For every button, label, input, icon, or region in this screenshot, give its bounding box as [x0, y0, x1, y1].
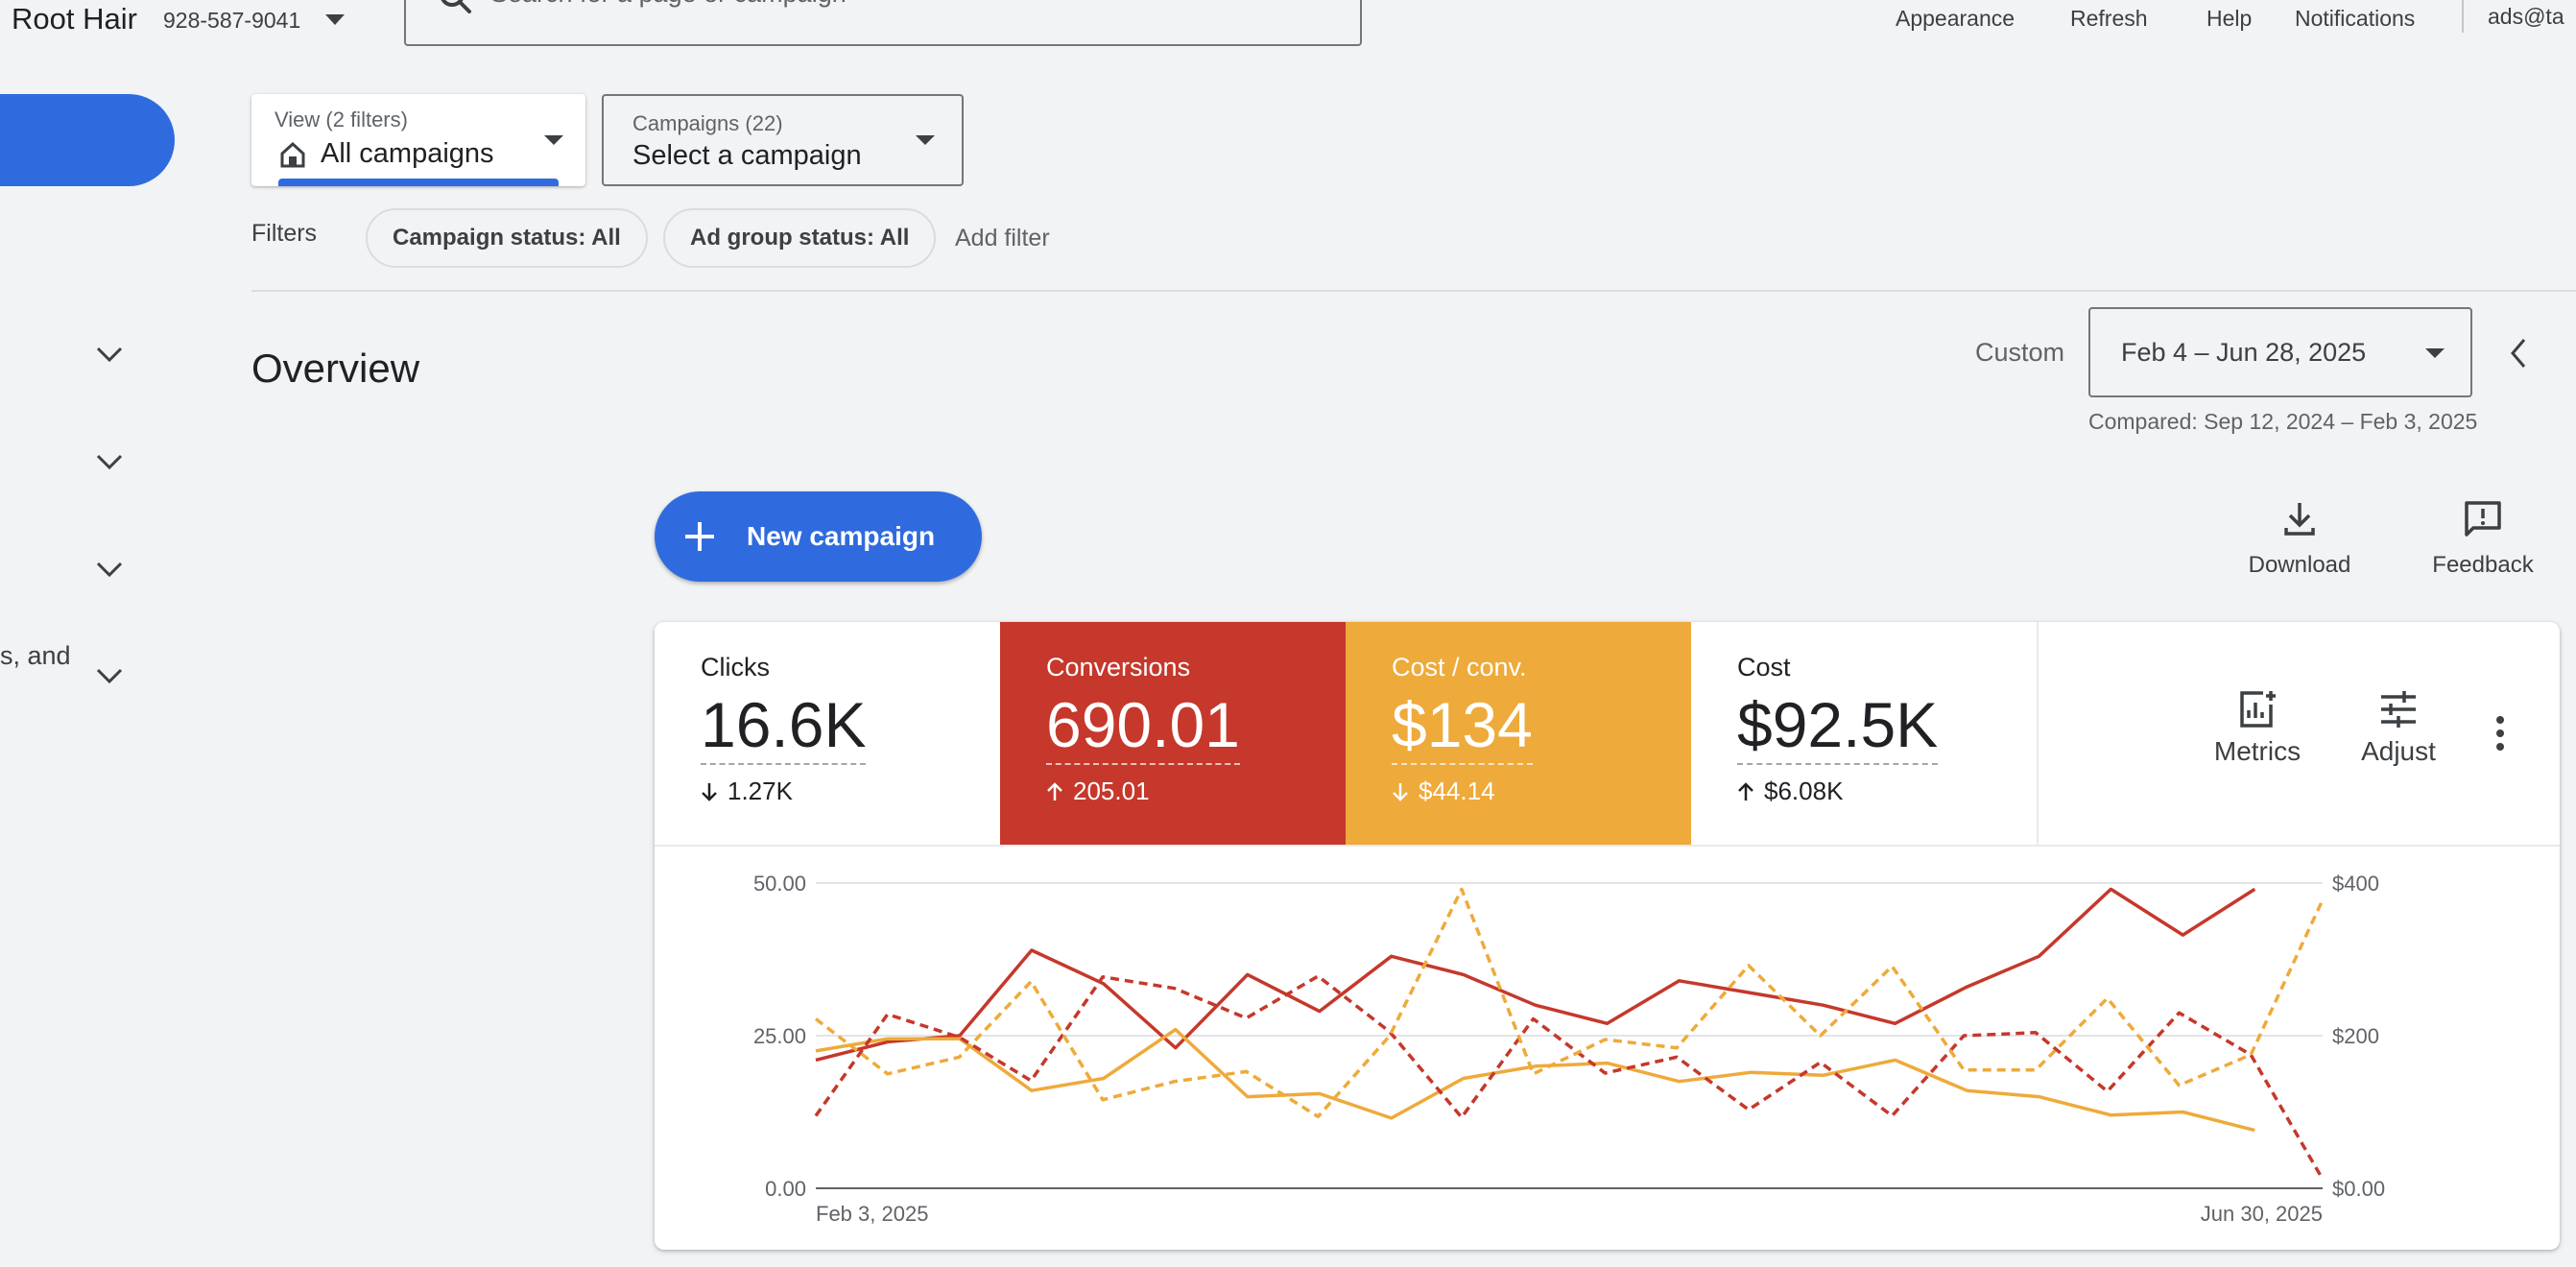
metric-label: Cost / conv. — [1392, 653, 1527, 681]
search-icon — [441, 0, 471, 13]
account-name[interactable]: Root Hair — [12, 2, 137, 36]
arrow-up-icon — [1047, 781, 1062, 801]
metric-tile-cost[interactable]: Cost $92.5K $6.08K — [1691, 622, 2037, 845]
metric-delta-value: 205.01 — [1073, 777, 1150, 805]
x-start-label: Feb 3, 2025 — [816, 1202, 928, 1226]
campaign-select-caption: Campaigns (22) — [632, 111, 783, 135]
y-right-tick-label: $200 — [2332, 1024, 2379, 1048]
chevron-down-icon[interactable] — [95, 346, 124, 363]
performance-card: Clicks 16.6K 1.27K Conversions 690.01 20… — [655, 622, 2560, 1250]
home-icon — [280, 141, 305, 168]
series-line — [815, 1027, 2255, 1133]
x-end-label: Jun 30, 2025 — [2201, 1202, 2323, 1226]
feedback-button[interactable]: Feedback — [2425, 499, 2540, 579]
arrow-up-icon — [1738, 781, 1753, 801]
metric-value: 16.6K — [701, 686, 867, 765]
metric-tile-conversions[interactable]: Conversions 690.01 205.01 — [1000, 622, 1346, 845]
ad-group-status-filter-chip[interactable]: Ad group status: All — [663, 208, 937, 268]
arrow-down-icon — [702, 782, 717, 801]
view-select-caption: View (2 filters) — [274, 108, 408, 131]
metric-value: $92.5K — [1737, 686, 1939, 765]
metrics-divider — [2037, 622, 2039, 845]
account-dropdown-icon[interactable] — [324, 13, 346, 27]
campaign-select[interactable]: Campaigns (22) Select a campaign — [602, 94, 964, 186]
date-range-picker[interactable]: Feb 4 – Jun 28, 2025 — [2088, 307, 2472, 397]
series-line-dashed — [814, 887, 2325, 1119]
series-line-dashed — [814, 974, 2325, 1181]
metric-value: $134 — [1392, 686, 1533, 765]
download-label: Download — [2248, 552, 2351, 578]
metrics-label: Metrics — [2213, 736, 2302, 766]
filters-label: Filters — [251, 220, 318, 247]
series-line — [815, 887, 2256, 1063]
download-icon — [2284, 503, 2315, 536]
view-select-value: All campaigns — [321, 138, 494, 169]
arrow-down-icon — [1393, 782, 1408, 801]
view-select[interactable]: View (2 filters) All campaigns — [251, 94, 585, 186]
chevron-down-icon[interactable] — [95, 453, 124, 470]
metrics-button[interactable]: Metrics — [2190, 689, 2325, 767]
metric-delta: $44.14 — [1392, 777, 1691, 806]
sidebar-item-label[interactable]: s, and — [0, 641, 71, 670]
view-select-indicator — [278, 179, 559, 186]
metric-tile-clicks[interactable]: Clicks 16.6K 1.27K — [655, 622, 1000, 845]
chevron-down-icon[interactable] — [95, 561, 124, 578]
download-button[interactable]: Download — [2242, 499, 2357, 579]
search-placeholder: Search for a page or campaign — [490, 0, 847, 9]
feedback-label: Feedback — [2432, 552, 2534, 578]
sidebar-create-button[interactable] — [0, 94, 175, 186]
chevron-down-icon[interactable] — [95, 667, 124, 684]
metric-label: Cost — [1737, 653, 1791, 681]
dropdown-arrow-icon — [544, 135, 563, 145]
dropdown-arrow-icon — [2425, 348, 2445, 358]
metric-delta-value: 1.27K — [727, 777, 793, 805]
refresh-link[interactable]: Refresh — [2070, 6, 2148, 31]
user-email[interactable]: ads@ta — [2488, 4, 2564, 29]
y-left-tick-label: 25.00 — [753, 1024, 806, 1048]
metric-label: Clicks — [701, 653, 770, 681]
performance-chart: 0.00 $0.00 25.00 $200 50.00 $400 Feb 3, 2025 Ju… — [753, 872, 2385, 1226]
y-left-tick-label: 0.00 — [765, 1177, 806, 1201]
y-right-tick-label: $400 — [2332, 872, 2379, 896]
plus-icon — [685, 522, 714, 551]
metric-delta: 1.27K — [701, 777, 1000, 806]
metric-value: 690.01 — [1046, 686, 1240, 765]
y-left-tick-label: 50.00 — [753, 872, 806, 896]
metric-label: Conversions — [1046, 653, 1191, 681]
account-id[interactable]: 928-587-9041 — [163, 8, 301, 33]
new-campaign-label: New campaign — [747, 521, 936, 551]
page-title: Overview — [251, 346, 420, 391]
more-options-icon[interactable] — [2494, 714, 2506, 753]
filters-divider — [251, 290, 2576, 292]
tune-icon — [2381, 691, 2416, 728]
add-filter-button[interactable]: Add filter — [955, 225, 1050, 251]
metric-delta-value: $6.08K — [1764, 777, 1844, 805]
chevron-left-icon[interactable] — [2509, 338, 2528, 369]
topbar-divider — [2462, 0, 2464, 33]
dropdown-arrow-icon — [916, 135, 935, 145]
adjust-button[interactable]: Adjust — [2336, 689, 2461, 767]
metric-delta-value: $44.14 — [1419, 777, 1495, 805]
help-link[interactable]: Help — [2206, 6, 2253, 31]
notifications-link[interactable]: Notifications — [2295, 6, 2416, 31]
feedback-icon — [2465, 501, 2501, 537]
compared-range: Compared: Sep 12, 2024 – Feb 3, 2025 — [2088, 409, 2478, 434]
metric-delta: $6.08K — [1737, 777, 2037, 806]
adjust-label: Adjust — [2361, 736, 2436, 766]
date-range-type: Custom — [1975, 338, 2065, 367]
new-campaign-button[interactable]: New campaign — [655, 491, 982, 582]
date-range-value: Feb 4 – Jun 28, 2025 — [2121, 338, 2367, 367]
campaign-status-filter-chip[interactable]: Campaign status: All — [366, 208, 648, 268]
search-input[interactable]: Search for a page or campaign — [404, 0, 1362, 46]
metric-tile-cost-per-conversion[interactable]: Cost / conv. $134 $44.14 — [1346, 622, 1691, 845]
metric-delta: 205.01 — [1046, 777, 1346, 806]
y-right-tick-label: $0.00 — [2332, 1177, 2385, 1201]
campaign-select-value: Select a campaign — [632, 140, 862, 171]
appearance-link[interactable]: Appearance — [1896, 6, 2015, 31]
card-divider — [655, 845, 2560, 847]
add-chart-icon — [2240, 691, 2276, 728]
